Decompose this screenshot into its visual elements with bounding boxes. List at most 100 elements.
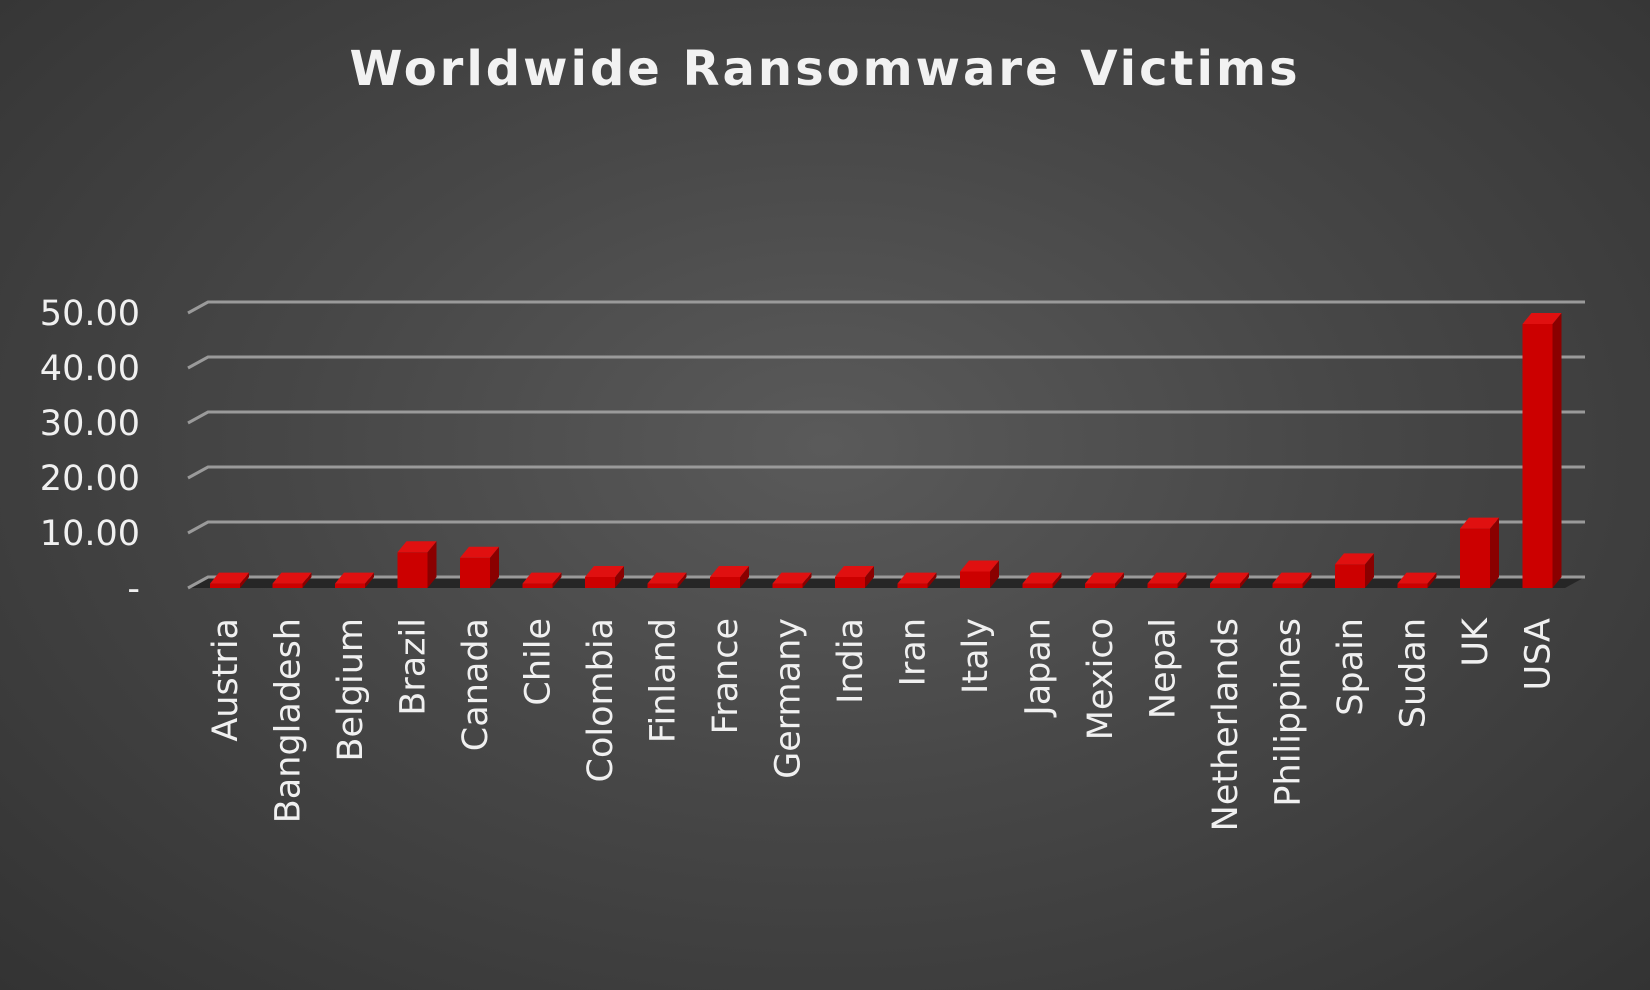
bar-front	[1147, 583, 1178, 588]
y-axis-tick-labels: - 10.00 20.00 30.00 40.00 50.00	[40, 294, 140, 609]
gridline	[187, 520, 1585, 535]
bar-front	[272, 583, 303, 588]
bar-belgium	[335, 572, 374, 588]
bar-top	[585, 566, 624, 577]
bar-philippines	[1272, 572, 1312, 588]
bar-side	[677, 572, 687, 588]
bar-front	[1460, 528, 1490, 588]
bar-top	[1085, 572, 1124, 584]
bar-side	[1177, 572, 1187, 588]
bar-side	[1052, 572, 1062, 588]
x-tick-label: Finland	[644, 618, 684, 743]
gridline	[187, 575, 1585, 590]
x-tick-label: Austria	[206, 618, 246, 742]
bar-colombia	[585, 566, 624, 588]
x-tick-label: France	[706, 618, 746, 734]
gridlines	[187, 300, 1585, 590]
bar-top	[960, 560, 999, 572]
x-tick-label: Iran	[894, 618, 934, 686]
bar-nepal	[1147, 572, 1187, 588]
bar-austria	[210, 572, 249, 588]
bar-front	[897, 583, 928, 588]
bar-japan	[1022, 572, 1062, 588]
bar-top	[397, 541, 437, 553]
x-tick-label: Spain	[1331, 618, 1371, 716]
bar-front	[772, 583, 803, 588]
bar-front	[1022, 583, 1053, 588]
gridline	[187, 355, 1585, 370]
bar-front	[335, 583, 365, 588]
bar-top	[522, 572, 562, 584]
bar-top	[772, 572, 812, 584]
bar-side	[802, 572, 812, 588]
bar-front	[585, 577, 615, 588]
x-tick-label: Bangladesh	[269, 618, 309, 823]
x-tick-label: Japan	[1019, 618, 1059, 718]
bar-front	[710, 577, 740, 588]
bar-side	[552, 572, 562, 588]
gridline	[187, 410, 1585, 425]
x-tick-label: Nepal	[1144, 618, 1184, 719]
x-tick-label: Philippines	[1269, 618, 1309, 807]
bar-front	[1210, 583, 1240, 588]
bar-side	[927, 572, 937, 588]
bar-brazil	[397, 541, 437, 588]
bar-side	[490, 546, 499, 588]
bar-italy	[960, 560, 999, 588]
y-tick-label: 10.00	[40, 514, 140, 554]
bar-front	[1085, 583, 1115, 588]
bar-side	[1490, 517, 1499, 588]
x-tick-label: India	[831, 618, 871, 704]
bar-side	[990, 560, 999, 588]
x-tick-label: Chile	[519, 618, 559, 706]
bar-sudan	[1397, 572, 1437, 588]
bar-side	[1302, 572, 1312, 588]
bar-usa	[1522, 313, 1562, 588]
bar-front	[522, 583, 553, 588]
bar-top	[1522, 313, 1562, 324]
bar-side	[240, 572, 249, 588]
bar-side	[427, 541, 437, 588]
bar-top	[710, 566, 749, 577]
x-tick-label: Canada	[456, 618, 496, 751]
bar-canada	[460, 546, 499, 588]
bar-top	[1335, 553, 1374, 565]
y-tick-label: 30.00	[40, 404, 140, 444]
bar-top	[1147, 572, 1187, 584]
bar-front	[1335, 564, 1365, 588]
bars	[210, 313, 1562, 588]
bar-top	[335, 572, 374, 584]
bar-front	[1397, 583, 1428, 588]
bar-bangladesh	[272, 572, 312, 588]
y-tick-label: 50.00	[40, 294, 140, 334]
bar-front	[1272, 583, 1303, 588]
bar-top	[1210, 572, 1249, 584]
x-tick-label: Colombia	[581, 618, 621, 782]
bar-side	[1240, 572, 1249, 588]
bar-side	[302, 572, 312, 588]
bar-front	[460, 557, 490, 588]
x-tick-label: Germany	[769, 618, 809, 779]
bar-top	[897, 572, 937, 584]
x-axis-category-labels: Austria Bangladesh Belgium Brazil Canada Chil…	[206, 617, 1559, 831]
bar-front	[647, 583, 678, 588]
bar-front	[960, 571, 990, 588]
x-tick-label: Italy	[956, 618, 996, 694]
y-tick-label: 20.00	[40, 459, 140, 499]
x-tick-label: Belgium	[331, 618, 371, 762]
bar-mexico	[1085, 572, 1124, 588]
bar-uk	[1460, 517, 1499, 588]
bar-side	[1427, 572, 1437, 588]
bar-france	[710, 566, 749, 588]
bar-top	[647, 572, 687, 584]
bar-front	[835, 577, 865, 588]
bar-side	[1365, 553, 1374, 588]
bar-side	[740, 566, 749, 588]
x-tick-label: Brazil	[394, 618, 434, 716]
x-tick-label: Sudan	[1394, 618, 1434, 728]
bar-spain	[1335, 553, 1374, 588]
bar-top	[1460, 517, 1499, 529]
gridline	[187, 465, 1585, 480]
bar-front	[397, 552, 428, 588]
